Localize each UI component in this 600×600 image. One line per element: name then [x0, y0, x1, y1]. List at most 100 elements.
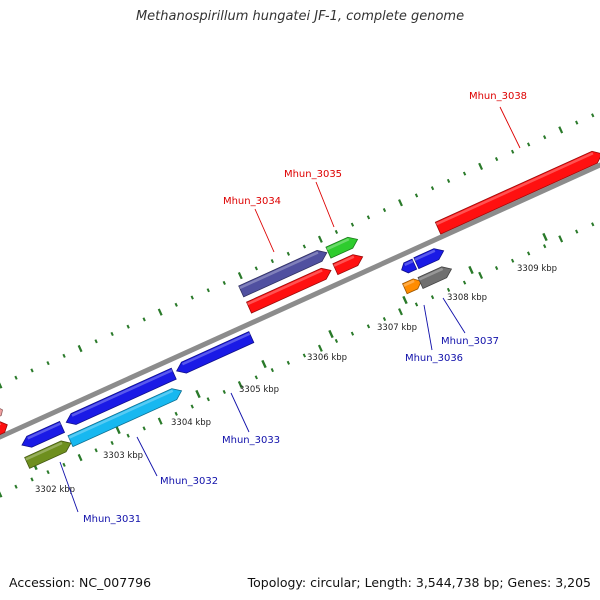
major-tick-3306-kbp — [328, 329, 334, 339]
feature-f-red-c[interactable] — [332, 251, 365, 276]
feature-body — [417, 266, 453, 290]
upper-tick-mark — [334, 229, 339, 234]
lower-tick-mark — [478, 271, 484, 279]
upper-tick-mark — [382, 208, 387, 213]
upper-tick-mark — [414, 193, 419, 198]
lower-tick-mark — [190, 404, 194, 409]
upper-tick-mark — [270, 259, 274, 264]
gene-label-mhun-3033[interactable]: Mhun_3033 — [222, 435, 280, 446]
tick-label-3308-kbp: 3308 kbp — [447, 293, 487, 303]
leader-line-mhun-3034 — [254, 208, 275, 253]
lower-tick-mark — [222, 389, 226, 395]
upper-tick-mark — [110, 331, 114, 337]
feature-highlight — [414, 249, 436, 261]
feature-highlight — [27, 422, 62, 440]
lower-tick-mark — [414, 302, 419, 307]
lower-tick-mark — [302, 353, 307, 358]
feature-f-3033[interactable] — [174, 331, 255, 377]
feature-f-3031[interactable] — [64, 367, 177, 428]
feature-body — [24, 440, 72, 469]
feature-f-red-b[interactable] — [246, 265, 334, 314]
lower-tick-mark — [206, 397, 210, 402]
gene-label-mhun-3032[interactable]: Mhun_3032 — [160, 476, 218, 487]
accession-text: Accession: NC_007796 — [9, 575, 152, 590]
feature-body — [325, 236, 359, 259]
feature-highlight — [418, 267, 444, 281]
upper-tick-mark — [510, 149, 515, 154]
major-tick-3303-kbp — [115, 425, 121, 435]
feature-f-orange[interactable] — [402, 276, 424, 295]
feature-f-3036[interactable] — [399, 258, 418, 275]
upper-tick-mark — [222, 280, 226, 286]
gene-label-mhun-3038[interactable]: Mhun_3038 — [469, 91, 527, 102]
upper-tick-mark — [366, 215, 371, 220]
feature-f-red-edge[interactable] — [0, 419, 10, 438]
tick-layer: 3302 kbp 3303 kbp 3304 kbp 3305 kbp 3306 kbp… — [0, 113, 595, 498]
lower-tick-mark — [494, 265, 499, 271]
feature-highlight — [402, 279, 415, 287]
major-tick-3305-kbp — [261, 359, 267, 369]
feature-highlight — [68, 389, 174, 439]
gene-label-mhun-3034[interactable]: Mhun_3034 — [223, 196, 281, 207]
gene-label-mhun-3037[interactable]: Mhun_3037 — [441, 336, 499, 347]
lower-tick-mark — [110, 440, 114, 446]
feature-body — [246, 267, 332, 314]
feature-body — [401, 258, 418, 274]
feature-f-3038[interactable] — [434, 148, 600, 235]
feature-highlight — [333, 255, 355, 267]
upper-tick-mark — [237, 272, 243, 280]
genome-backbone — [0, 162, 600, 440]
feature-body — [65, 367, 177, 425]
gene-label-mhun-3036[interactable]: Mhun_3036 — [405, 353, 463, 364]
map-title: Methanospirillum hungatei JF-1, complete… — [135, 9, 465, 24]
feature-f-olive[interactable] — [24, 438, 74, 469]
lower-tick-mark — [558, 235, 564, 243]
lower-tick-mark — [350, 331, 355, 336]
feature-f-cyan[interactable] — [67, 385, 184, 448]
feature-body — [332, 254, 364, 276]
feature-highlight — [181, 332, 251, 366]
upper-tick-mark — [0, 382, 3, 389]
upper-tick-mark — [286, 251, 291, 256]
feature-f-blue-a[interactable] — [19, 420, 66, 450]
feature-f-3035[interactable] — [325, 234, 360, 259]
lower-tick-mark — [14, 484, 18, 489]
feature-f-3034[interactable] — [238, 247, 330, 298]
feature-highlight — [239, 251, 319, 290]
leader-line-mhun-3031 — [59, 461, 79, 513]
major-tick-3307-kbp — [402, 295, 408, 305]
feature-body — [0, 421, 8, 438]
gene-label-mhun-3035[interactable]: Mhun_3035 — [284, 169, 342, 180]
feature-f-blue-e[interactable] — [413, 245, 446, 270]
upper-tick-mark — [575, 120, 579, 125]
lower-tick-mark — [510, 258, 515, 263]
upper-tick-mark — [430, 186, 435, 191]
upper-tick-mark — [94, 339, 98, 344]
upper-tick-mark — [526, 142, 531, 147]
upper-tick-mark — [462, 171, 467, 176]
gene-label-mhun-3031[interactable]: Mhun_3031 — [83, 514, 141, 525]
leader-line-mhun-3038 — [499, 106, 521, 149]
leader-line-mhun-3035 — [315, 181, 335, 228]
lower-tick-mark — [575, 229, 579, 234]
lower-tick-mark — [94, 448, 98, 453]
upper-tick-mark — [302, 244, 307, 249]
major-tick-3309-kbp — [542, 232, 548, 242]
upper-tick-mark — [46, 361, 50, 366]
lower-tick-mark — [30, 477, 34, 482]
lower-tick-mark — [174, 411, 178, 416]
upper-tick-mark — [190, 295, 194, 300]
feature-body — [21, 420, 66, 448]
feature-f-red-edge-top[interactable] — [0, 406, 4, 419]
upper-tick-mark — [543, 135, 547, 140]
feature-f-3037[interactable] — [417, 264, 454, 290]
upper-tick-mark — [77, 344, 83, 353]
upper-tick-mark — [591, 113, 595, 118]
lower-tick-mark — [317, 344, 323, 352]
lower-tick-mark — [270, 368, 274, 373]
leader-line-mhun-3036 — [423, 304, 433, 351]
upper-tick-mark — [126, 324, 130, 329]
lower-tick-mark — [543, 244, 547, 249]
lower-tick-mark — [398, 308, 403, 316]
